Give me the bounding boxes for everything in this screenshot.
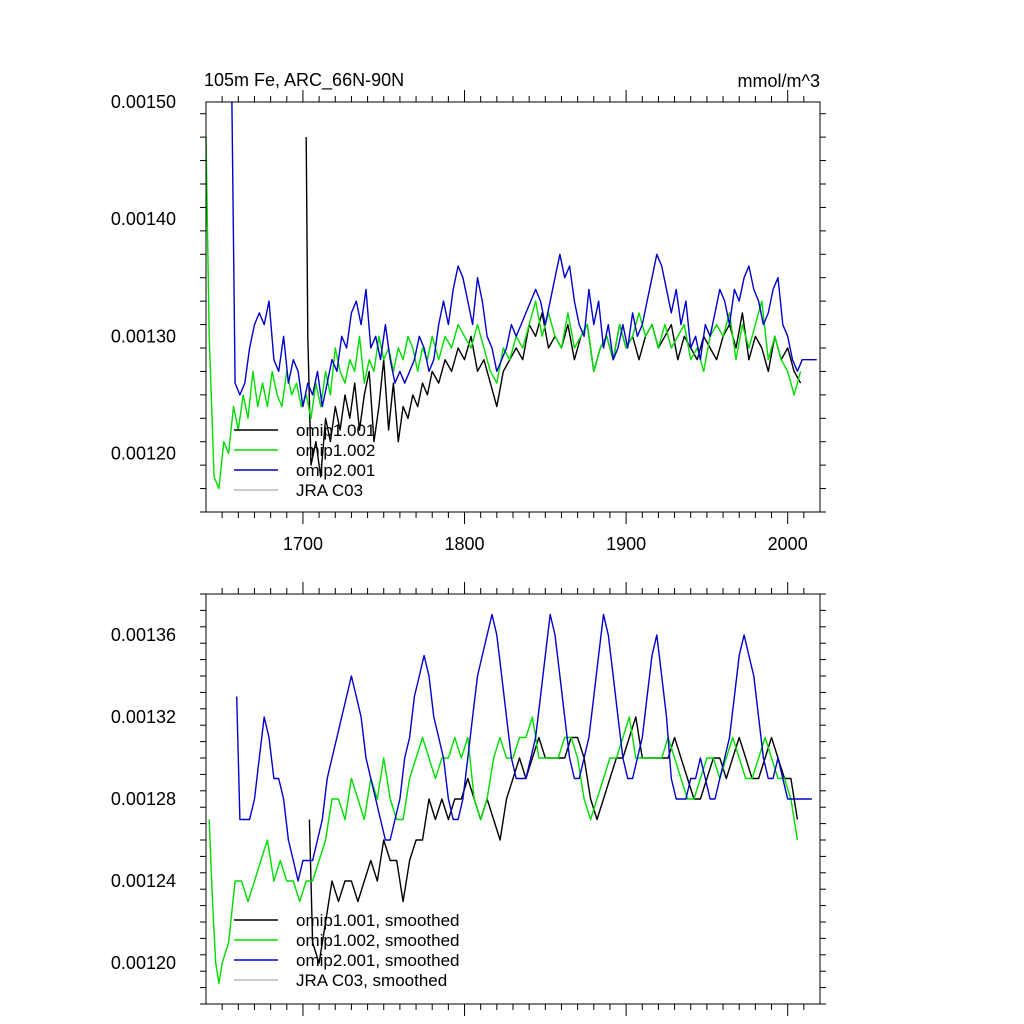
legend-label-0: omip1.001 <box>296 421 375 440</box>
chart-panel-bottom: 0.00120 0.00124 0.00128 0.00132 0.00136 omip… <box>111 582 826 1016</box>
y-tick-label: 0.00136 <box>111 625 176 645</box>
series-line-1 <box>208 716 799 985</box>
x-tick-label: 1800 <box>445 534 485 554</box>
axis-ticks: 1700 1800 1900 2000 0.00120 0.00130 0.00140 0.0… <box>111 90 826 554</box>
legend-label-3: JRA C03 <box>296 481 363 500</box>
x-tick-label: 2000 <box>768 534 808 554</box>
series-lines <box>208 613 812 985</box>
x-tick-label: 1900 <box>606 534 646 554</box>
legend-label-2: omip2.001, smoothed <box>296 951 460 970</box>
legend-label-2: omip2.001 <box>296 461 375 480</box>
chart-panel-top: 105m Fe, ARC_66N-90N mmol/m^3 1700 1800 19… <box>111 70 826 554</box>
x-tick-label: 1700 <box>283 534 323 554</box>
y-tick-label: 0.00140 <box>111 209 176 229</box>
y-tick-label: 0.00120 <box>111 953 176 973</box>
legend-label-1: omip1.002, smoothed <box>296 931 460 950</box>
series-line-2 <box>236 613 812 882</box>
y-tick-label: 0.00124 <box>111 871 176 891</box>
y-tick-label: 0.00128 <box>111 789 176 809</box>
legend-label-1: omip1.002 <box>296 441 375 460</box>
legend-label-3: JRA C03, smoothed <box>296 971 447 990</box>
legend-label-0: omip1.001, smoothed <box>296 911 460 930</box>
chart-units: mmol/m^3 <box>738 71 820 91</box>
series-line-2 <box>231 101 817 408</box>
y-tick-label: 0.00150 <box>111 92 176 112</box>
y-tick-label: 0.00132 <box>111 707 176 727</box>
chart-title: 105m Fe, ARC_66N-90N <box>204 70 404 91</box>
y-tick-label: 0.00130 <box>111 326 176 346</box>
series-lines <box>205 101 817 490</box>
y-tick-label: 0.00120 <box>111 443 176 463</box>
axis-ticks: 0.00120 0.00124 0.00128 0.00132 0.00136 <box>111 582 826 1016</box>
